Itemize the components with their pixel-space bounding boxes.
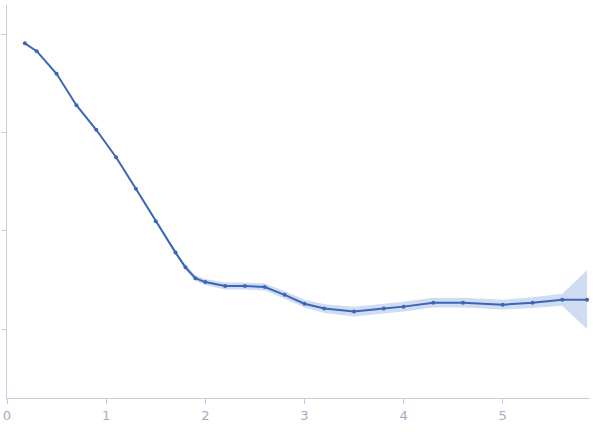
svg-text:5: 5: [499, 408, 507, 423]
svg-text:1: 1: [102, 408, 110, 423]
svg-text:3: 3: [300, 408, 308, 423]
svg-text:2: 2: [201, 408, 209, 423]
svg-text:0: 0: [3, 408, 11, 423]
svg-text:4: 4: [399, 408, 407, 423]
